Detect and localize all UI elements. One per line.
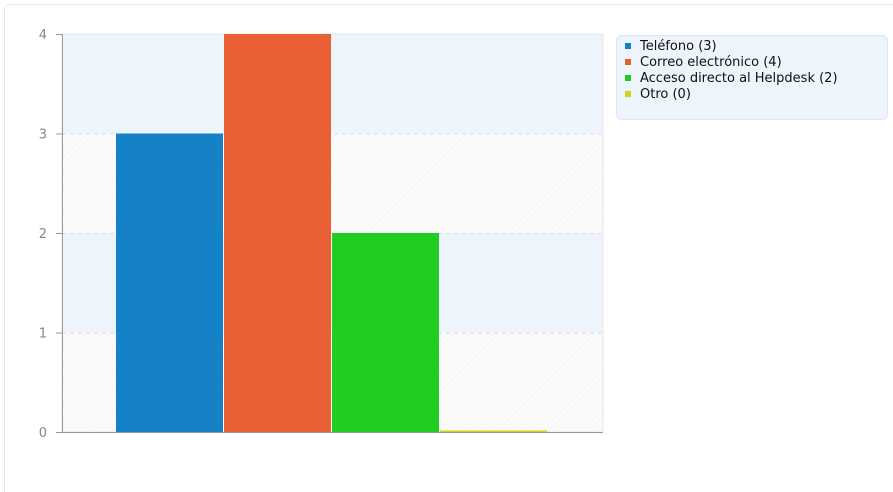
legend: Teléfono (3) Correo electrónico (4) Acce… — [616, 35, 888, 120]
legend-item: Acceso directo al Helpdesk (2) — [625, 70, 887, 86]
bar — [224, 34, 331, 432]
y-tick-label: 2 — [39, 227, 47, 242]
y-tick-label: 0 — [39, 426, 47, 441]
legend-item: Correo electrónico (4) — [625, 54, 887, 70]
legend-swatch — [625, 91, 631, 97]
bar — [440, 431, 547, 433]
legend-swatch — [625, 59, 631, 65]
legend-label: Acceso directo al Helpdesk (2) — [640, 71, 838, 86]
legend-label: Correo electrónico (4) — [640, 55, 782, 70]
y-tick-labels: 0 1 2 3 4 — [39, 28, 47, 441]
y-tick-label: 1 — [39, 327, 47, 342]
legend-label: Otro (0) — [640, 87, 691, 102]
legend-swatch — [625, 75, 631, 81]
bar — [332, 233, 439, 432]
legend-swatch — [625, 43, 631, 49]
legend-label: Teléfono (3) — [640, 39, 717, 54]
y-tick-label: 3 — [39, 128, 47, 143]
legend-item: Otro (0) — [625, 86, 887, 102]
legend-item: Teléfono (3) — [625, 38, 887, 54]
y-tick-label: 4 — [39, 28, 47, 43]
bar — [116, 134, 223, 433]
plot-band — [62, 34, 603, 134]
